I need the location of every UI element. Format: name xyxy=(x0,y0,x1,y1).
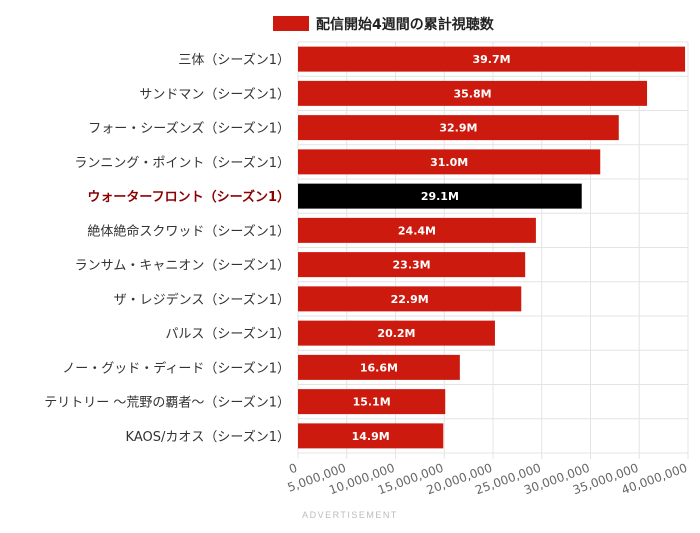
legend-swatch xyxy=(273,16,309,31)
legend: 配信開始4週間の累計視聴数 xyxy=(273,16,495,33)
category-label-10: テリトリー ～荒野の覇者～（シーズン1） xyxy=(44,395,290,411)
bar-0 xyxy=(298,46,686,72)
bar-9 xyxy=(298,354,460,380)
bar-value-label-6: 23.3M xyxy=(393,259,431,272)
bar-4 xyxy=(298,183,582,209)
bar-5 xyxy=(298,217,536,243)
category-label-8: パルス（シーズン1） xyxy=(165,326,290,342)
bar-11 xyxy=(298,423,444,449)
x-tick-label-0: 0 xyxy=(287,461,299,477)
bar-value-label-1: 35.8M xyxy=(453,87,491,100)
category-label-9: ノー・グッド・ディード（シーズン1） xyxy=(62,360,290,376)
bar-value-label-2: 32.9M xyxy=(439,122,477,135)
bar-2 xyxy=(298,115,619,141)
bars: 39.7M 35.8M 32.9M 31.0M 29.1M 24.4M 23.3M 22.9M… xyxy=(298,46,686,449)
category-label-3: ランニング・ポイント（シーズン1） xyxy=(74,155,290,171)
category-labels: 三体（シーズン1） サンドマン（シーズン1） フォー・シーズンズ（シーズン1） ランニ… xyxy=(44,52,290,445)
bar-8 xyxy=(298,320,495,346)
bar-10 xyxy=(298,389,446,415)
bar-6 xyxy=(298,252,526,278)
category-label-7: ザ・レジデンス（シーズン1） xyxy=(114,292,290,308)
grid-lines xyxy=(297,41,689,459)
bar-value-label-0: 39.7M xyxy=(472,53,510,66)
advertisement-label: ADVERTISEMENT xyxy=(302,510,398,520)
x-axis-ticks: 05,000,00010,000,00015,000,00020,000,000… xyxy=(286,461,689,498)
category-label-0: 三体（シーズン1） xyxy=(178,52,290,68)
bar-value-label-3: 31.0M xyxy=(430,156,468,169)
bar-7 xyxy=(298,286,522,312)
bar-value-label-4: 29.1M xyxy=(421,190,459,203)
category-label-4: ウォーターフロント（シーズン1） xyxy=(87,189,290,205)
category-label-5: 絶体絶命スクワッド（シーズン1） xyxy=(87,223,290,239)
category-label-1: サンドマン（シーズン1） xyxy=(139,86,290,102)
category-label-2: フォー・シーズンズ（シーズン1） xyxy=(88,121,290,137)
category-label-6: ランサム・キャニオン（シーズン1） xyxy=(75,258,290,274)
bar-value-label-8: 20.2M xyxy=(377,327,415,340)
category-label-11: KAOS/カオス（シーズン1） xyxy=(126,429,290,445)
bar-value-label-9: 16.6M xyxy=(360,361,398,374)
legend-label: 配信開始4週間の累計視聴数 xyxy=(316,16,495,33)
bar-value-label-10: 15.1M xyxy=(353,396,391,409)
bar-3 xyxy=(298,149,601,175)
bar-1 xyxy=(298,80,648,106)
bar-value-label-11: 14.9M xyxy=(352,430,390,443)
bar-value-label-7: 22.9M xyxy=(391,293,429,306)
bar-value-label-5: 24.4M xyxy=(398,224,436,237)
